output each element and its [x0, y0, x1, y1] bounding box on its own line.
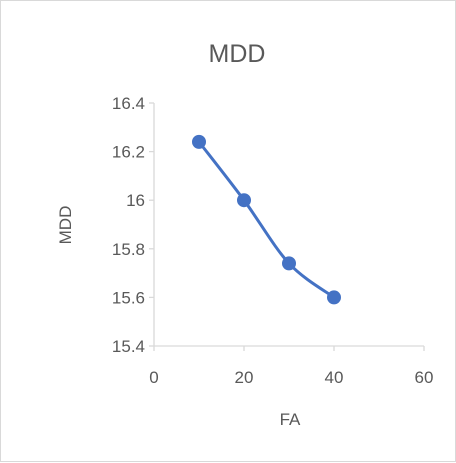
- x-axis-title: FA: [280, 410, 301, 429]
- x-tick-label: 20: [235, 368, 254, 387]
- y-tick-label: 15.8: [112, 240, 145, 259]
- x-axis: 0 20 40 60: [149, 345, 434, 387]
- data-point: [282, 256, 296, 271]
- data-point: [237, 193, 251, 208]
- series-group: [192, 134, 341, 305]
- y-tick-label: 16.4: [112, 94, 145, 113]
- series-line: [197, 140, 336, 299]
- y-axis: 15.4 15.6 15.8 16 16.2 16.4: [112, 94, 155, 356]
- y-tick-label: 16.2: [112, 143, 145, 162]
- x-tick-label: 60: [415, 368, 434, 387]
- y-axis-title: MDD: [56, 206, 75, 245]
- chart-title: MDD: [209, 40, 266, 68]
- y-tick-label: 15.6: [112, 288, 145, 307]
- y-tick-label: 16: [126, 191, 145, 210]
- x-tick-label: 0: [149, 368, 158, 387]
- x-tick-label: 40: [325, 368, 344, 387]
- data-point: [327, 290, 341, 305]
- y-tick-label: 15.4: [112, 337, 145, 356]
- data-point: [192, 134, 206, 149]
